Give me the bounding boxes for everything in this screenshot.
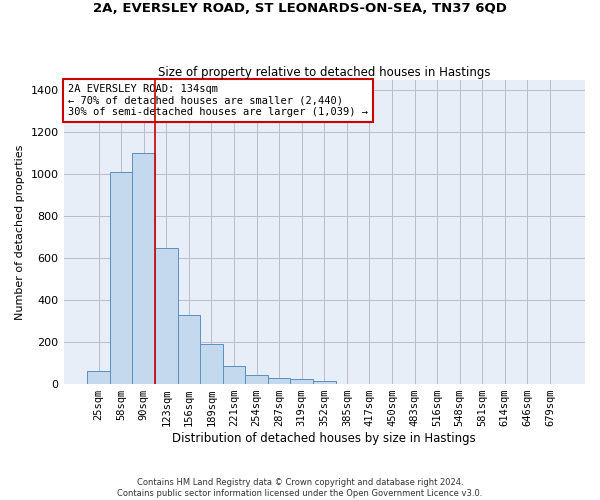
Text: 2A EVERSLEY ROAD: 134sqm
← 70% of detached houses are smaller (2,440)
30% of sem: 2A EVERSLEY ROAD: 134sqm ← 70% of detach… [68,84,368,117]
Bar [245,374,268,384]
Bar [200,344,223,384]
Title: Size of property relative to detached houses in Hastings: Size of property relative to detached ho… [158,66,491,78]
Text: Contains HM Land Registry data © Crown copyright and database right 2024.
Contai: Contains HM Land Registry data © Crown c… [118,478,482,498]
X-axis label: Distribution of detached houses by size in Hastings: Distribution of detached houses by size … [172,432,476,445]
Bar [268,378,290,384]
Bar [87,372,110,384]
Y-axis label: Number of detached properties: Number of detached properties [15,144,25,320]
Bar [313,381,335,384]
Bar [133,153,155,384]
Bar [223,366,245,384]
Bar [290,379,313,384]
Text: 2A, EVERSLEY ROAD, ST LEONARDS-ON-SEA, TN37 6QD: 2A, EVERSLEY ROAD, ST LEONARDS-ON-SEA, T… [93,2,507,16]
Bar [110,172,133,384]
Bar [155,248,178,384]
Bar [178,315,200,384]
